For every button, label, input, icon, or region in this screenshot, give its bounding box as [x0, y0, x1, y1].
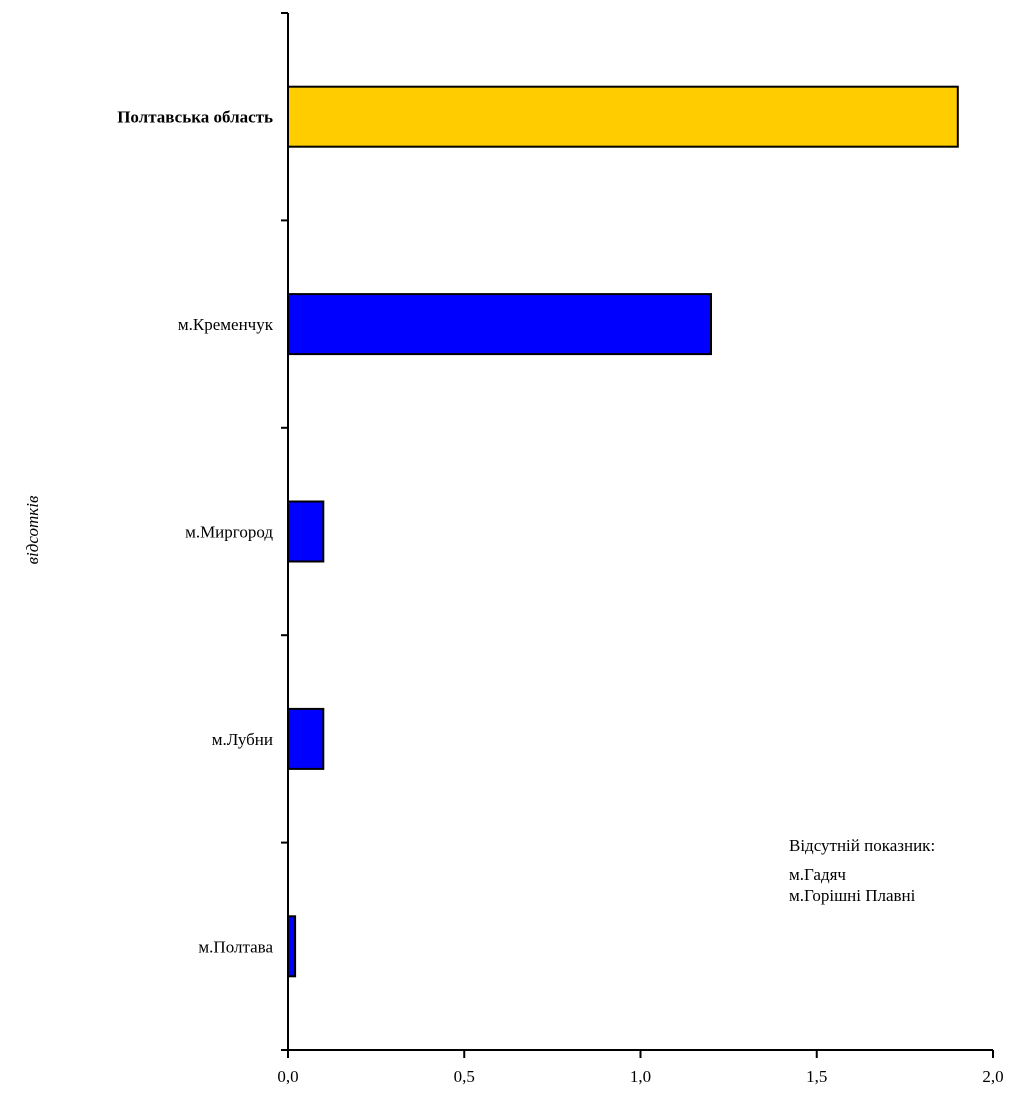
- category-label: Полтавська область: [117, 108, 273, 127]
- category-label: м.Полтава: [198, 937, 273, 956]
- x-tick-label: 0,0: [277, 1067, 298, 1086]
- bar: [287, 500, 325, 563]
- bar: [287, 707, 325, 770]
- missing-indicator-title: Відсутній показник:: [789, 836, 936, 855]
- x-tick-label: 1,0: [630, 1067, 651, 1086]
- y-axis-label: відсотків: [23, 495, 42, 564]
- x-tick-label: 0,5: [454, 1067, 475, 1086]
- bar: [287, 293, 712, 356]
- missing-indicator-item: м.Гадяч: [789, 865, 846, 884]
- x-tick-label: 1,5: [806, 1067, 827, 1086]
- category-label: м.Кременчук: [178, 315, 274, 334]
- category-label: м.Миргород: [185, 523, 273, 542]
- missing-indicator-note: Відсутній показник: м.Гадяч м.Горішні Пл…: [789, 835, 999, 906]
- bar: [287, 915, 297, 978]
- x-tick-label: 2,0: [982, 1067, 1003, 1086]
- bar: [287, 85, 959, 148]
- missing-indicator-item: м.Горішні Плавні: [789, 886, 916, 905]
- category-label: м.Лубни: [212, 730, 273, 749]
